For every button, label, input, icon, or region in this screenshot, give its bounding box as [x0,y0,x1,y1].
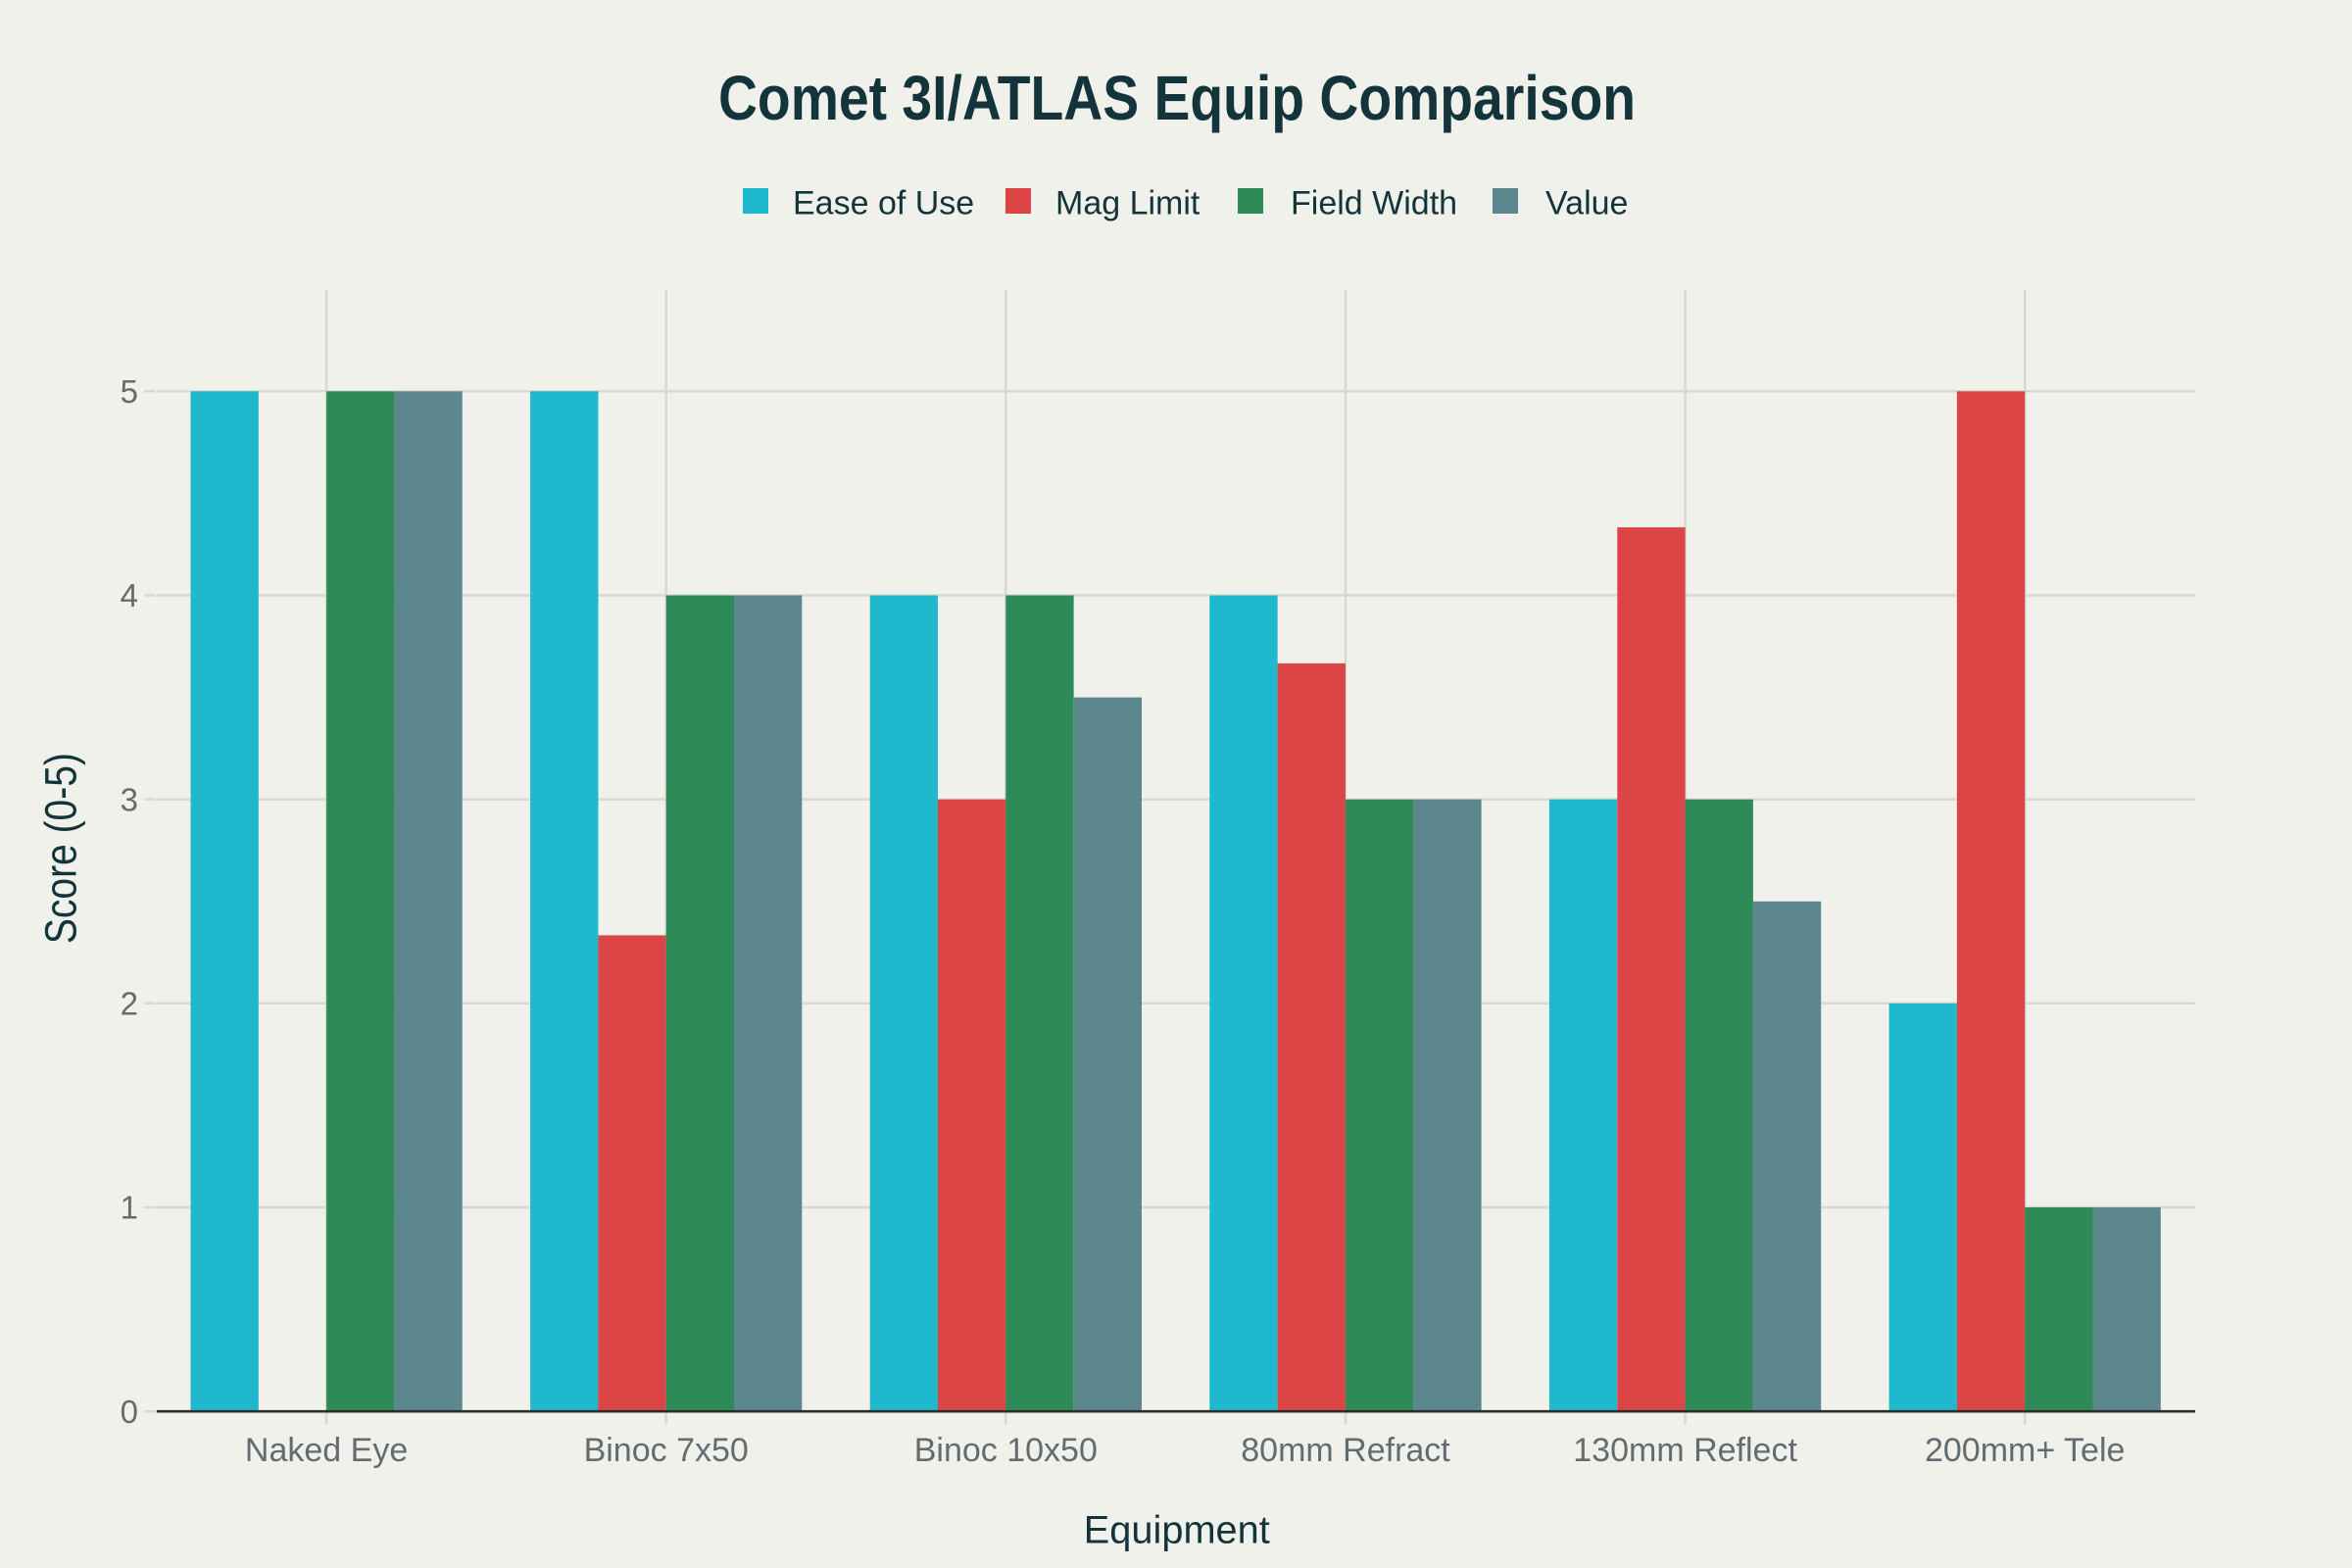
svg-text:Ease of Use: Ease of Use [793,184,974,221]
svg-text:130mm Reflect: 130mm Reflect [1573,1432,1797,1469]
svg-text:Field Width: Field Width [1291,184,1457,221]
svg-text:5: 5 [121,373,138,410]
svg-text:Equipment: Equipment [1084,1508,1270,1551]
svg-text:Value: Value [1545,184,1628,221]
svg-text:Naked Eye: Naked Eye [245,1432,408,1469]
svg-text:2: 2 [121,986,138,1022]
svg-text:80mm Refract: 80mm Refract [1241,1432,1450,1469]
svg-text:Score (0-5): Score (0-5) [36,753,86,944]
svg-text:4: 4 [121,577,138,613]
svg-text:1: 1 [121,1190,138,1226]
svg-text:200mm+ Tele: 200mm+ Tele [1925,1432,2125,1469]
svg-text:0: 0 [121,1394,138,1430]
svg-text:Comet 3I/ATLAS Equip Compariso: Comet 3I/ATLAS Equip Comparison [718,63,1636,133]
svg-text:Binoc 7x50: Binoc 7x50 [584,1432,749,1469]
svg-text:3: 3 [121,781,138,817]
svg-text:Binoc 10x50: Binoc 10x50 [914,1432,1098,1469]
svg-text:Mag Limit: Mag Limit [1055,184,1200,221]
